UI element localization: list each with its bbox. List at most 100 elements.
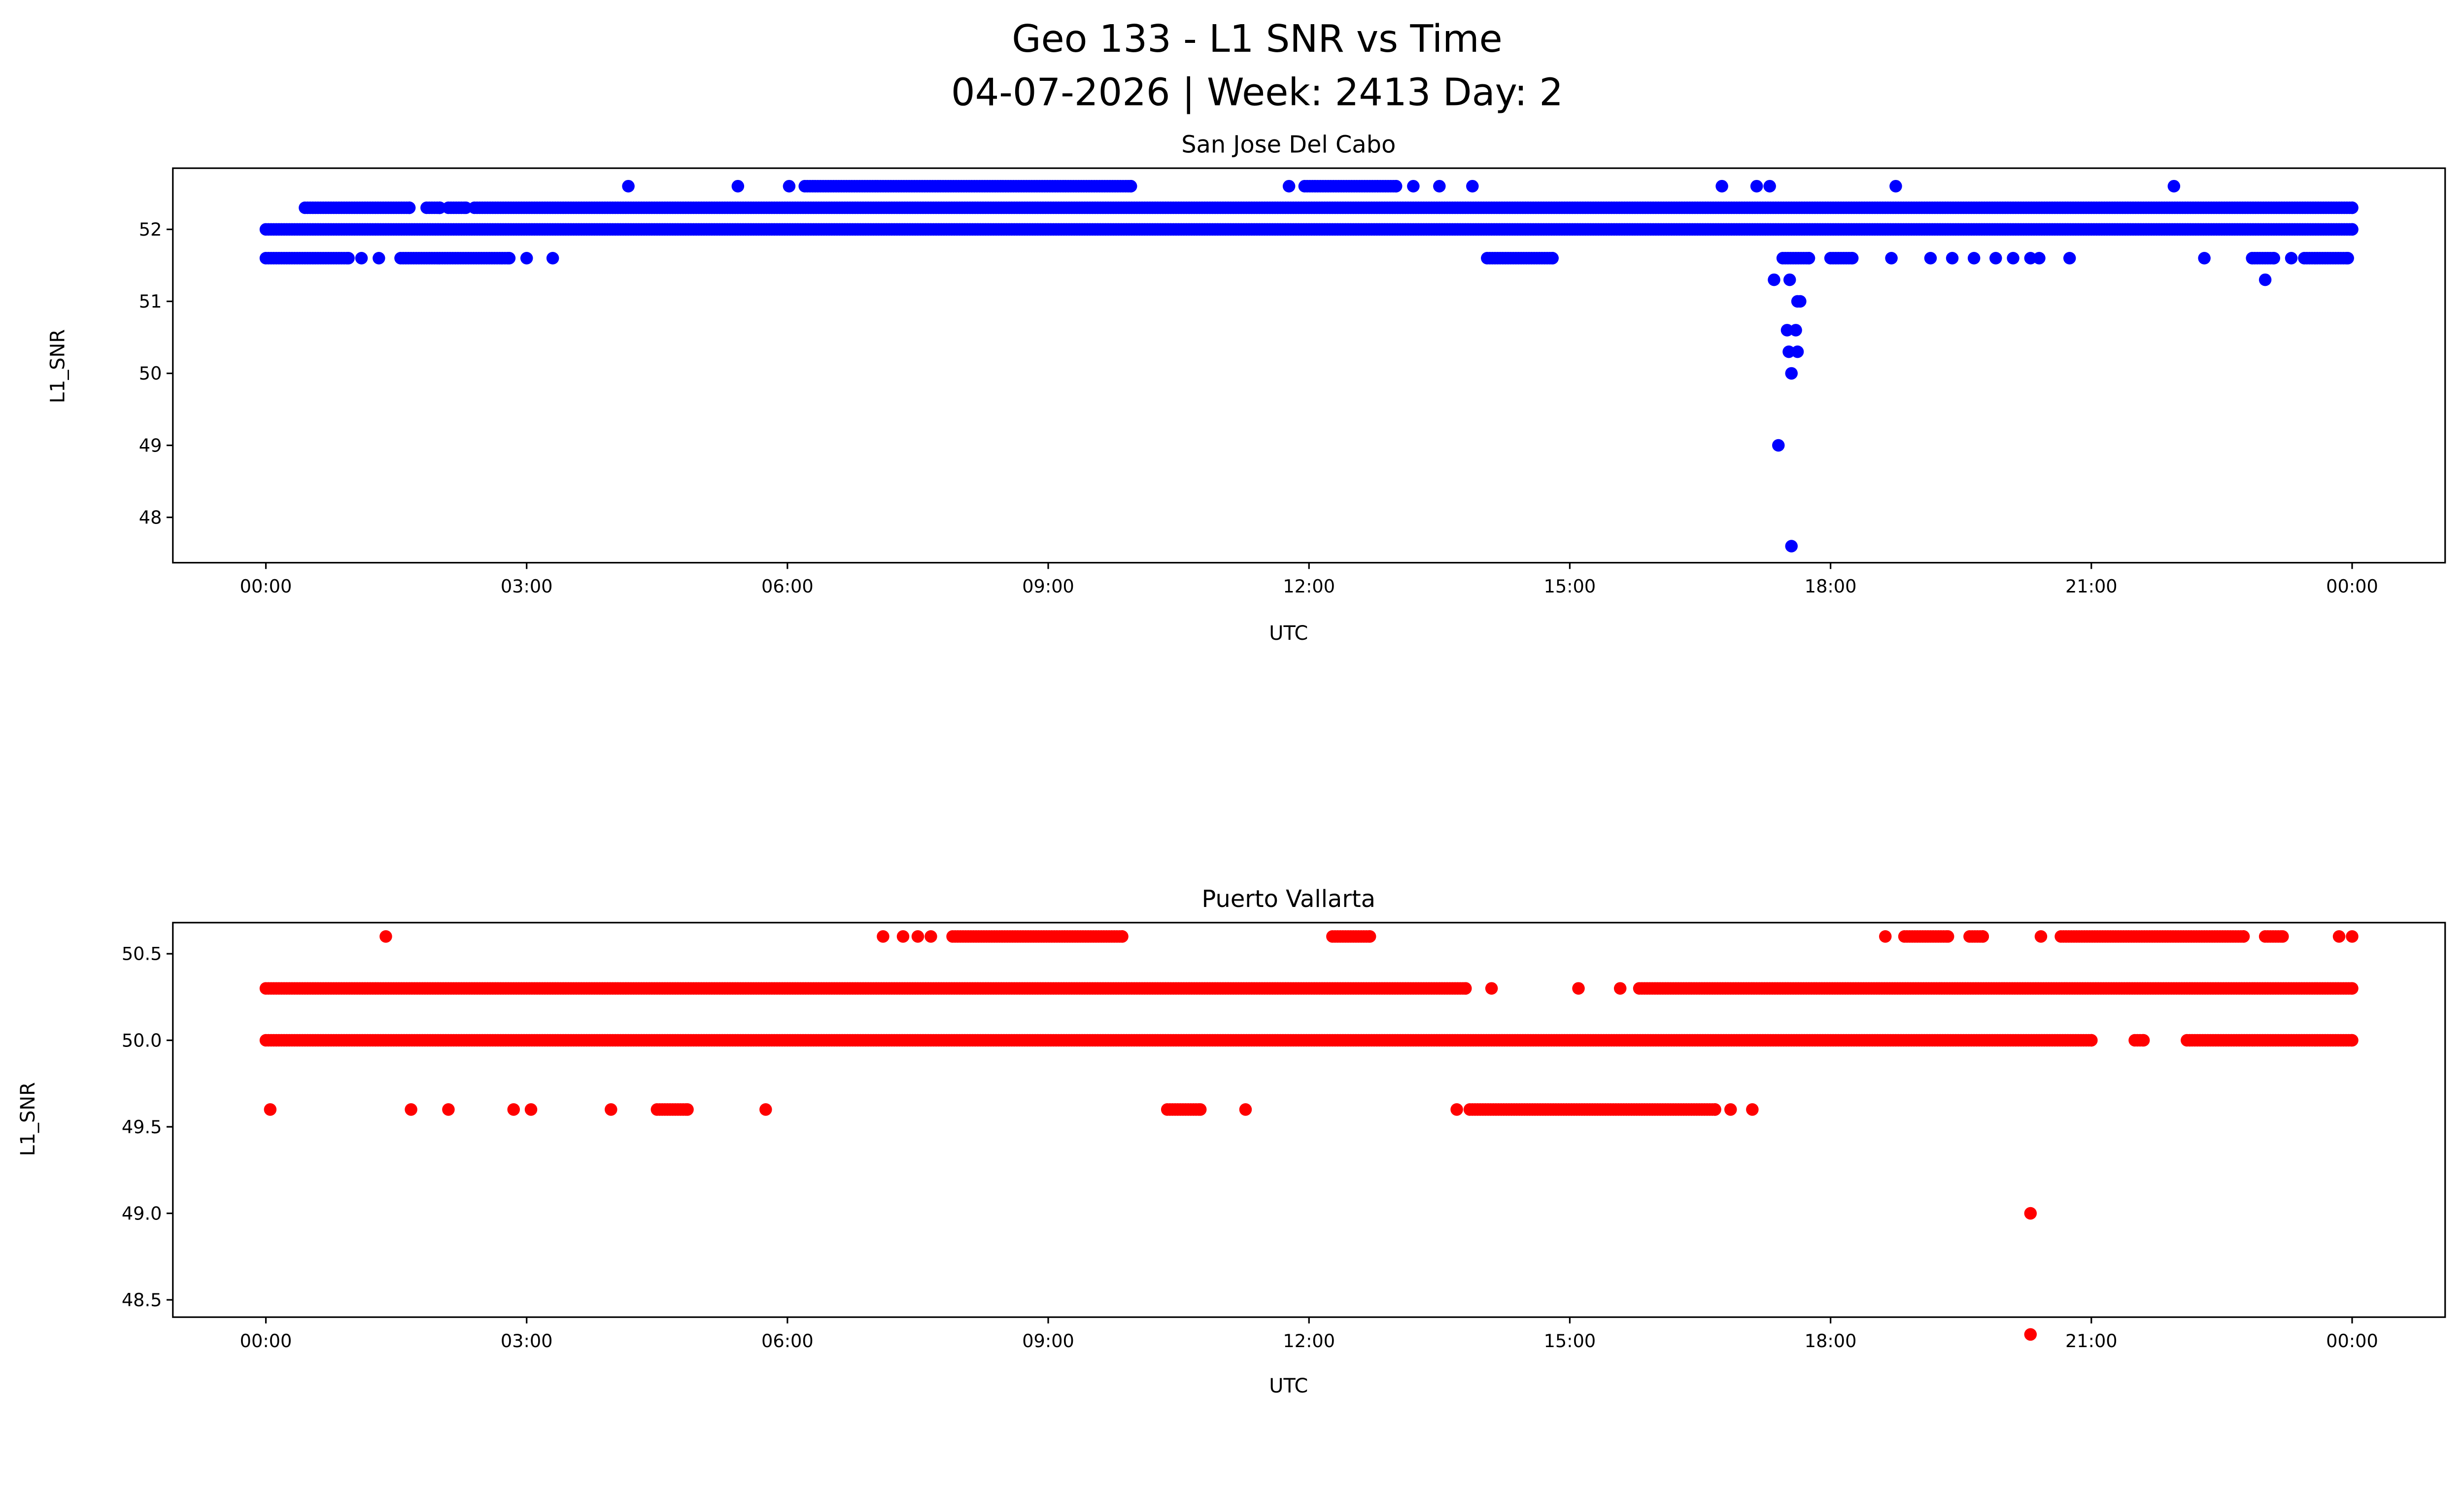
data-point bbox=[1785, 367, 1798, 380]
data-point bbox=[877, 930, 890, 943]
y-tick-label: 50.5 bbox=[122, 943, 162, 965]
y-tick-label: 50 bbox=[139, 363, 162, 384]
x-tick-label: 00:00 bbox=[240, 576, 292, 597]
data-point bbox=[2007, 252, 2019, 265]
data-point bbox=[1879, 930, 1892, 943]
x-tick-label: 21:00 bbox=[2065, 1330, 2118, 1352]
data-point bbox=[759, 1103, 772, 1116]
data-point bbox=[1941, 930, 1954, 943]
x-tick-label: 15:00 bbox=[1544, 576, 1596, 597]
data-point bbox=[1789, 324, 1802, 337]
data-point bbox=[1768, 273, 1780, 286]
x-tick-label: 12:00 bbox=[1283, 576, 1335, 597]
data-point bbox=[2332, 930, 2346, 943]
suptitle-line-1: Geo 133 - L1 SNR vs Time bbox=[1012, 17, 1502, 61]
data-point bbox=[1485, 982, 1498, 995]
data-point bbox=[2341, 252, 2354, 265]
data-point bbox=[342, 252, 355, 265]
data-point bbox=[2346, 930, 2359, 943]
data-point bbox=[379, 930, 392, 943]
x-tick-label: 03:00 bbox=[501, 576, 553, 597]
data-point bbox=[1724, 1103, 1737, 1116]
data-point bbox=[524, 1103, 538, 1116]
data-point bbox=[1572, 982, 1585, 995]
data-point bbox=[911, 930, 924, 943]
data-point bbox=[1613, 982, 1627, 995]
data-point bbox=[2024, 1207, 2037, 1220]
data-point bbox=[373, 252, 385, 265]
data-point bbox=[1791, 345, 1804, 358]
x-axis-label: UTC bbox=[1269, 622, 1308, 645]
data-point bbox=[1466, 179, 1479, 193]
data-point bbox=[2346, 223, 2359, 236]
y-tick-label: 52 bbox=[139, 219, 162, 240]
x-tick-label: 09:00 bbox=[1022, 1330, 1074, 1352]
data-point bbox=[1363, 930, 1376, 943]
x-tick-label: 18:00 bbox=[1805, 576, 1857, 597]
x-tick-label: 03:00 bbox=[501, 1330, 553, 1352]
data-point bbox=[2198, 252, 2211, 265]
data-point bbox=[1433, 179, 1446, 193]
data-point bbox=[1407, 179, 1420, 193]
data-point bbox=[1239, 1103, 1252, 1116]
data-point bbox=[1946, 252, 1959, 265]
data-point bbox=[1976, 930, 1989, 943]
data-point bbox=[355, 252, 368, 265]
data-point bbox=[2063, 252, 2076, 265]
x-tick-label: 00:00 bbox=[2326, 576, 2378, 597]
y-tick-label: 50.0 bbox=[122, 1030, 162, 1051]
data-point bbox=[924, 930, 937, 943]
data-point bbox=[1194, 1103, 1207, 1116]
y-tick-label: 49.5 bbox=[122, 1116, 162, 1138]
data-point bbox=[503, 252, 516, 265]
data-point bbox=[1889, 179, 1902, 193]
y-tick-label: 48.5 bbox=[122, 1289, 162, 1311]
data-point bbox=[1715, 179, 1728, 193]
data-point bbox=[2033, 252, 2046, 265]
data-point bbox=[1709, 1103, 1721, 1116]
x-tick-label: 12:00 bbox=[1283, 1330, 1335, 1352]
x-tick-label: 18:00 bbox=[1805, 1330, 1857, 1352]
data-point bbox=[2346, 1034, 2359, 1047]
data-point bbox=[2085, 1034, 2098, 1047]
data-point bbox=[459, 201, 472, 214]
data-point bbox=[2237, 930, 2250, 943]
data-point bbox=[1750, 179, 1763, 193]
data-point bbox=[1791, 295, 1804, 308]
data-point bbox=[2285, 252, 2298, 265]
data-point bbox=[1924, 252, 1937, 265]
data-point bbox=[520, 252, 533, 265]
data-point bbox=[2167, 179, 2181, 193]
data-point bbox=[442, 1103, 455, 1116]
x-tick-label: 00:00 bbox=[240, 1330, 292, 1352]
subplot-title: San Jose Del Cabo bbox=[1181, 131, 1396, 158]
suptitle-line-2: 04-07-2026 | Week: 2413 Day: 2 bbox=[951, 71, 1563, 115]
data-points bbox=[259, 179, 2359, 553]
data-point bbox=[2034, 930, 2048, 943]
data-point bbox=[2346, 982, 2359, 995]
data-point bbox=[681, 1103, 694, 1116]
data-point bbox=[264, 1103, 277, 1116]
data-point bbox=[605, 1103, 617, 1116]
data-point bbox=[2259, 273, 2272, 286]
figure: Geo 133 - L1 SNR vs Time 04-07-2026 | We… bbox=[17, 17, 2446, 1398]
data-point bbox=[1763, 179, 1776, 193]
y-axis-label: L1_SNR bbox=[17, 1082, 39, 1156]
data-point bbox=[433, 201, 446, 214]
data-point bbox=[1802, 252, 1815, 265]
data-point bbox=[546, 252, 559, 265]
y-tick-label: 49 bbox=[139, 435, 162, 456]
data-point bbox=[1459, 982, 1472, 995]
data-point bbox=[2137, 1034, 2150, 1047]
data-point bbox=[1885, 252, 1898, 265]
data-points bbox=[259, 930, 2359, 1341]
data-point bbox=[1989, 252, 2002, 265]
subplot-title: Puerto Vallarta bbox=[1202, 886, 1376, 913]
subplot-san-jose-del-cabo: San Jose Del Cabo UTC L1_SNR 00:00 03:00 0… bbox=[47, 131, 2446, 645]
x-tick-label: 00:00 bbox=[2326, 1330, 2378, 1352]
data-point bbox=[1116, 930, 1129, 943]
data-point bbox=[783, 179, 796, 193]
data-point bbox=[896, 930, 910, 943]
y-tick-label: 48 bbox=[139, 507, 162, 528]
data-point bbox=[1124, 179, 1137, 193]
